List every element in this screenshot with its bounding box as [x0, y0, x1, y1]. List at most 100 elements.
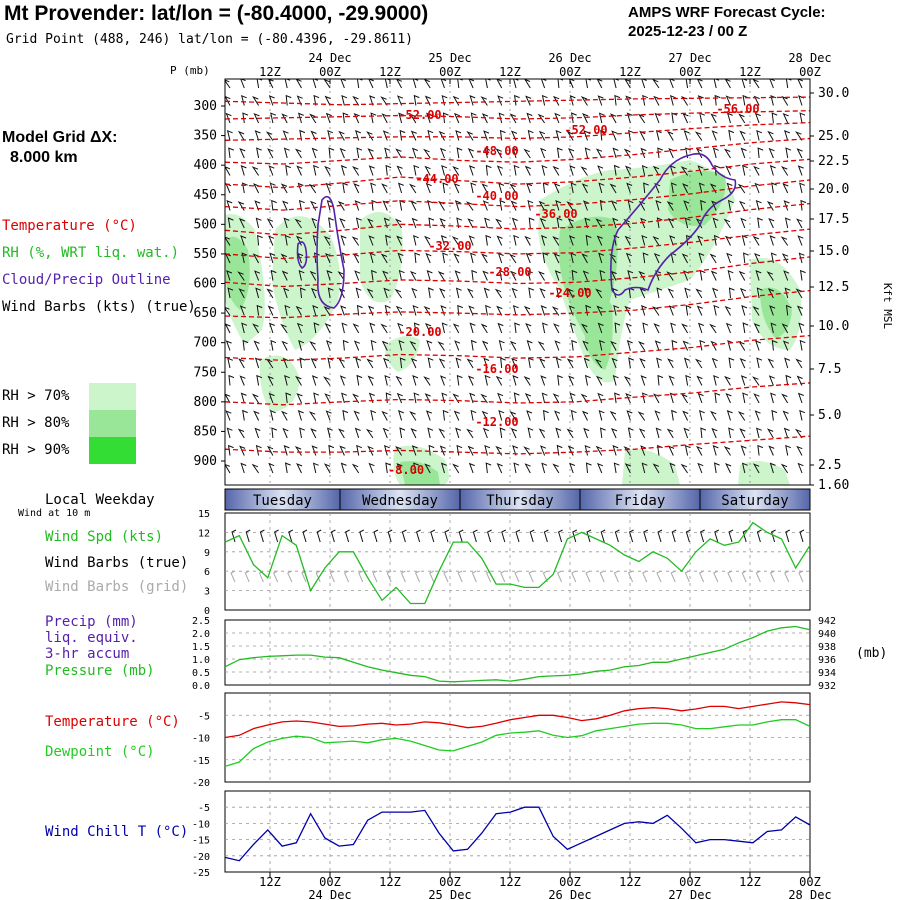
wind-barb — [498, 339, 505, 351]
wind-barb — [641, 462, 648, 474]
wind-barb — [455, 130, 462, 141]
wind-barb — [523, 446, 531, 456]
wind-barb — [682, 410, 689, 421]
wind-barb — [625, 322, 632, 334]
wind-barb — [470, 112, 477, 124]
wind-barb — [467, 375, 475, 386]
height-tick-label: 1.60 — [818, 478, 849, 493]
wind-barb — [497, 252, 504, 264]
wind-barb — [512, 147, 519, 159]
temperature-contour-label: -24.00 — [548, 286, 591, 300]
wind-barb — [539, 217, 546, 229]
wind-barb — [251, 166, 260, 176]
wind-barb-true — [288, 529, 294, 543]
wind-barb — [596, 462, 604, 474]
wind-barb — [228, 147, 234, 159]
wind-barb — [268, 462, 275, 474]
wind-barb — [425, 252, 432, 264]
wind-barb — [268, 235, 275, 246]
wind-barb — [251, 463, 260, 474]
wind-barb — [411, 147, 418, 159]
wind-barb — [728, 129, 735, 141]
temperature-contour — [225, 158, 810, 189]
wind-barb-grid — [329, 570, 335, 583]
wind-barb — [697, 165, 704, 176]
pressure-tick-label: 600 — [194, 277, 217, 292]
wind-barb — [255, 287, 262, 299]
wind-barb — [668, 305, 675, 316]
wind-barb — [282, 130, 289, 141]
temperature-contour — [225, 96, 810, 106]
wind-barb — [395, 305, 403, 316]
wind-barb — [241, 182, 248, 194]
wind-barb — [237, 130, 245, 141]
wind-barb — [755, 199, 762, 211]
wind-barb — [270, 112, 276, 124]
wind-barb — [513, 94, 520, 106]
wind-barb — [485, 304, 491, 316]
wind-barb — [454, 340, 461, 351]
wind-barb — [353, 183, 360, 194]
wind-barb — [285, 164, 291, 176]
wind-chill-panel-ytick-label: -5 — [198, 803, 210, 814]
height-tick-label: 7.5 — [818, 362, 841, 377]
wind-barb — [570, 112, 577, 124]
wind-barb — [427, 427, 434, 439]
wind-barb — [680, 393, 689, 404]
wind-barb — [595, 288, 603, 299]
wind-barb-true — [330, 529, 336, 543]
wind-barb — [612, 374, 619, 386]
wind-barb-true — [614, 529, 620, 543]
wind-barb — [627, 199, 634, 211]
wind-barb — [397, 182, 404, 194]
bottom-date-label: 25 Dec — [428, 888, 471, 900]
wind-barb — [385, 234, 391, 246]
wind-barb — [356, 304, 363, 316]
wind-barb — [753, 323, 760, 334]
temp-dewpoint-panel-ytick-label: -20 — [192, 778, 210, 789]
wind-barb — [409, 340, 417, 351]
temperature-contour-label: -20.00 — [398, 325, 441, 339]
wind-barb — [739, 428, 746, 439]
wind-barb — [297, 182, 304, 194]
wind-barb — [241, 252, 248, 264]
wind-barb — [456, 374, 463, 386]
wind-barb — [652, 165, 660, 176]
wind-barb — [295, 375, 302, 386]
wind-barb — [255, 444, 262, 456]
wind-barb — [482, 270, 489, 281]
wind-barb — [580, 166, 588, 176]
wind-barb — [268, 392, 275, 404]
wind-barb — [438, 358, 445, 369]
wind-barb — [567, 218, 574, 229]
wind-barb — [337, 428, 345, 439]
wind-barb — [799, 409, 806, 421]
wind-barb — [654, 182, 661, 194]
wind-barb-true — [316, 529, 322, 543]
weekday-cell — [699, 488, 811, 511]
wind-barb-grid — [755, 570, 761, 583]
wind-barb — [341, 392, 347, 404]
wind-barb — [369, 95, 376, 106]
wind-barb — [413, 164, 420, 176]
wind-barb — [784, 287, 791, 299]
model-grid-dx: Model Grid ΔX: 8.000 km — [2, 128, 118, 168]
pressure-ytick-label: 932 — [818, 681, 836, 692]
wind-barb — [671, 112, 678, 124]
wind-barb-grid — [287, 570, 293, 583]
wind-barb — [696, 305, 703, 316]
wind-barb — [571, 339, 577, 351]
cross-section-plot: -56.00 -52.00 -52.00 -48.00 -44.00 -40.00 -36.… — [225, 79, 810, 485]
wind-barb — [512, 375, 519, 386]
wind-barb — [639, 287, 646, 299]
wind-barb — [642, 94, 648, 106]
wind-barb — [613, 79, 619, 89]
wind-barb-grid — [670, 570, 676, 583]
wind-barb — [656, 357, 662, 369]
temperature-contour — [225, 179, 810, 211]
wind-barb — [226, 427, 233, 439]
wind-barb — [266, 288, 274, 299]
wind-barb — [755, 270, 762, 281]
wind-barb — [553, 323, 560, 334]
wind-barb — [723, 446, 731, 456]
